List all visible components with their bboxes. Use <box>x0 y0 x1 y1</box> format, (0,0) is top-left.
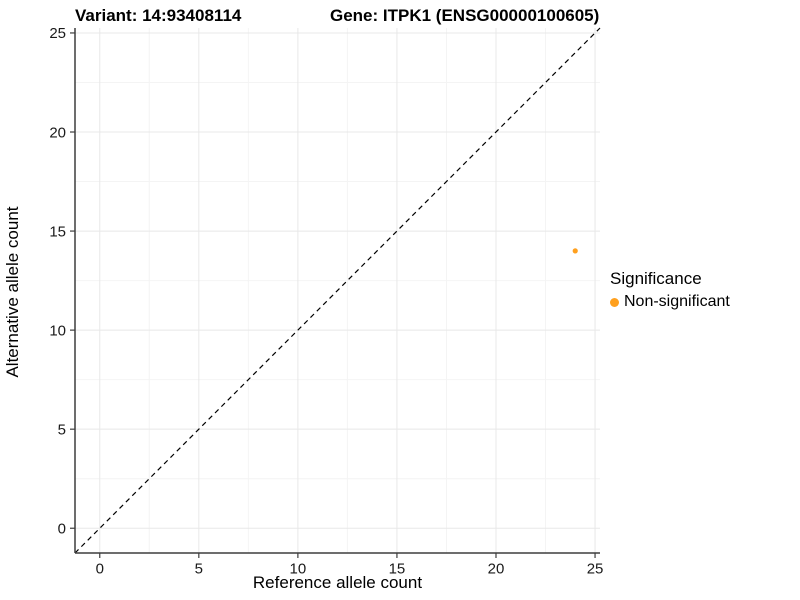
x-tick-label: 5 <box>195 560 203 577</box>
legend-item-non-significant: Non-significant <box>610 293 730 311</box>
x-tick-label: 0 <box>96 560 104 577</box>
x-axis-title: Reference allele count <box>252 573 423 592</box>
y-tick-label: 20 <box>49 124 66 141</box>
y-tick-label: 10 <box>49 322 66 339</box>
y-tick-label: 5 <box>58 421 66 438</box>
data-point <box>572 248 578 254</box>
y-tick-label: 25 <box>49 25 66 42</box>
legend: Significance Non-significant <box>610 269 730 311</box>
y-tick-label: 0 <box>58 520 66 537</box>
legend-point-icon <box>610 297 619 307</box>
x-tick-label: 25 <box>587 560 604 577</box>
identity-dashed-line <box>74 27 601 554</box>
gene-title: Gene: ITPK1 (ENSG00000100605) <box>330 6 600 25</box>
legend-title: Significance <box>610 269 702 288</box>
x-tick-label: 15 <box>389 560 406 577</box>
x-tick-label: 10 <box>290 560 307 577</box>
variant-title: Variant: 14:93408114 <box>75 6 242 25</box>
y-tick-label: 15 <box>49 223 66 240</box>
x-tick-label: 20 <box>488 560 505 577</box>
